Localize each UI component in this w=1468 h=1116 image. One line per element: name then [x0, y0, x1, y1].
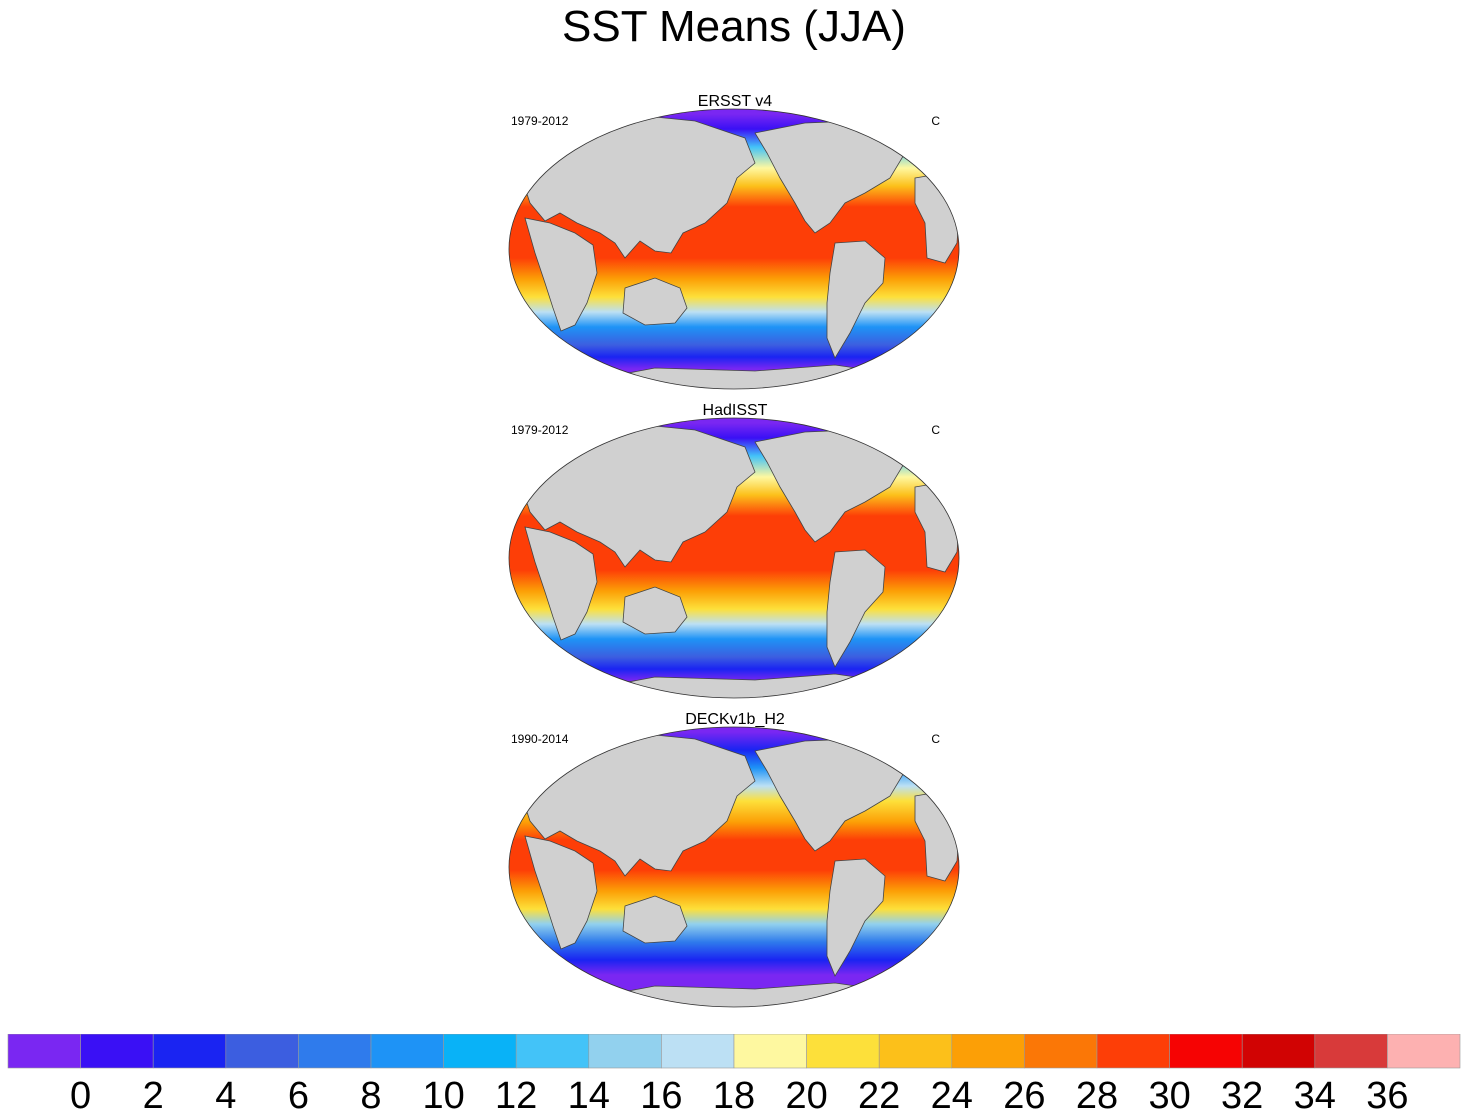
colorbar-swatch	[806, 1034, 880, 1069]
colorbar-tick-label: 32	[1221, 1075, 1263, 1116]
colorbar-swatch	[951, 1034, 1025, 1069]
colorbar: 0 2 4 6 8 10 12 14 16 18 20 22 24 26 28 30 32 34 36	[7, 1034, 1461, 1116]
colorbar-swatch	[1024, 1034, 1098, 1069]
colorbar-swatch	[733, 1034, 807, 1069]
colorbar-swatch	[370, 1034, 444, 1069]
colorbar-swatch	[1169, 1034, 1243, 1069]
colorbar-tick-label: 26	[1003, 1075, 1045, 1116]
colorbar-tick-label: 4	[215, 1075, 236, 1116]
colorbar-swatch	[7, 1034, 81, 1069]
colorbar-swatch	[152, 1034, 227, 1069]
colorbar-swatch	[225, 1034, 299, 1069]
colorbar-swatch	[515, 1034, 590, 1069]
map-panel-ersst: ERSST v4 1979-2012 C	[505, 93, 965, 393]
colorbar-tick-label: 10	[422, 1075, 464, 1116]
colorbar-tick-label: 0	[70, 1075, 91, 1116]
colorbar-tick-label: 16	[640, 1075, 682, 1116]
map-canvas	[508, 108, 960, 390]
colorbar-tick-label: 12	[495, 1075, 537, 1116]
map-canvas	[508, 726, 960, 1008]
colorbar-swatch	[1096, 1034, 1170, 1069]
panel-title: HadISST	[702, 402, 768, 419]
panel-period: 1979-2012	[511, 114, 569, 128]
map-panel-hadisst: HadISST 1979-2012 C	[505, 402, 965, 702]
colorbar-tick-label: 18	[713, 1075, 755, 1116]
colorbar-tick-label: 36	[1366, 1075, 1408, 1116]
colorbar-swatch	[1314, 1034, 1388, 1069]
panel-title: DECKv1b_H2	[685, 711, 785, 728]
colorbar-swatch	[80, 1034, 154, 1069]
colorbar-tick-label: 8	[360, 1075, 381, 1116]
panel-period: 1979-2012	[511, 423, 569, 437]
panel-period: 1990-2014	[511, 732, 569, 746]
colorbar-tick-label: 6	[288, 1075, 309, 1116]
panel-units: C	[931, 423, 940, 437]
colorbar-swatch	[588, 1034, 662, 1069]
colorbar-tick-label: 24	[931, 1075, 973, 1116]
colorbar-swatch	[1241, 1034, 1316, 1069]
panel-units: C	[931, 732, 940, 746]
colorbar-tick-label: 2	[143, 1075, 164, 1116]
colorbar-swatch	[298, 1034, 372, 1069]
colorbar-tick-label: 34	[1294, 1075, 1336, 1116]
panel-units: C	[931, 114, 940, 128]
colorbar-swatch	[443, 1034, 517, 1069]
figure-title: SST Means (JJA)	[562, 2, 906, 51]
map-panel-deckv1b: DECKv1b_H2 1990-2014 C	[505, 711, 965, 1011]
colorbar-tick-label: 28	[1076, 1075, 1118, 1116]
colorbar-tick-label: 22	[858, 1075, 900, 1116]
panel-title: ERSST v4	[697, 93, 773, 110]
colorbar-tick-label: 20	[785, 1075, 827, 1116]
colorbar-swatch	[661, 1034, 735, 1069]
colorbar-tick-label: 14	[568, 1075, 610, 1116]
map-canvas	[508, 417, 960, 699]
colorbar-swatch	[1387, 1034, 1461, 1069]
colorbar-tick-label: 30	[1148, 1075, 1190, 1116]
colorbar-swatch	[878, 1034, 953, 1069]
